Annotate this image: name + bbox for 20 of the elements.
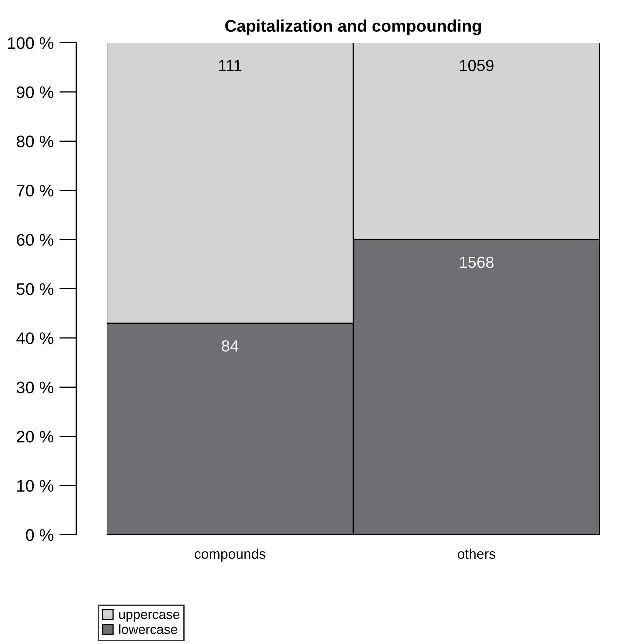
y-tick-label: 50 % <box>16 283 54 296</box>
x-tick-label: others <box>458 548 496 560</box>
x-tick-label: compounds <box>194 548 266 562</box>
legend-label: lowercase <box>119 624 178 634</box>
y-tick-label: 10 % <box>18 480 54 492</box>
y-tick-label: 30 % <box>16 382 54 394</box>
annotation: 84 <box>222 340 239 352</box>
y-tick-label: 40 % <box>16 332 54 344</box>
y-tick-label: 70 % <box>17 185 54 197</box>
annotation: 1059 <box>460 60 494 72</box>
y-tick-label: 90 % <box>17 86 54 98</box>
legend-label: uppercase <box>119 612 180 622</box>
annotation: 111 <box>219 60 242 72</box>
chart-title: Capitalization and compounding <box>225 20 482 36</box>
y-tick-label: 100 % <box>8 37 54 50</box>
y-tick-label: 80 % <box>16 136 54 148</box>
y-tick-label: 20 % <box>17 431 54 443</box>
y-tick-label: 60 % <box>17 234 54 246</box>
y-tick-label: 0 % <box>26 529 54 542</box>
annotation: 1568 <box>460 256 494 268</box>
